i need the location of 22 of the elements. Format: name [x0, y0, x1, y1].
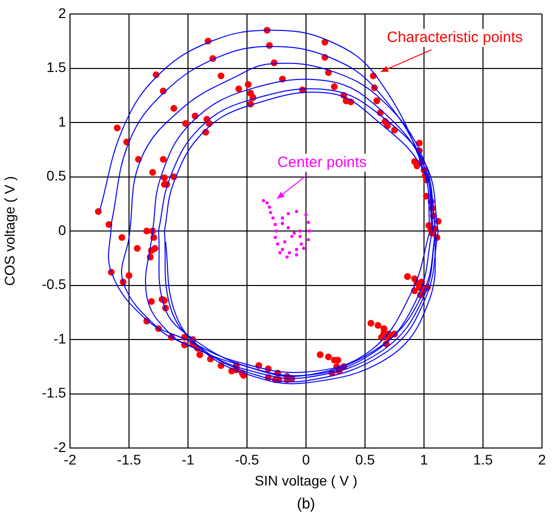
x-tick-label: 0 — [302, 451, 310, 468]
annotation: Characteristic points — [386, 28, 523, 46]
y-tick-label: -2 — [54, 438, 66, 455]
annotation: Center points — [277, 154, 367, 171]
y-tick-label: 0.5 — [46, 168, 66, 184]
x-tick-label: -1 — [182, 451, 194, 468]
y-tick-label: -0.5 — [42, 276, 66, 292]
y-axis-title: COS voltage ( V ) — [1, 176, 18, 286]
x-tick-label: 1 — [420, 451, 428, 468]
x-tick-label: -1.5 — [116, 451, 142, 468]
y-tick-label: 0 — [58, 222, 66, 238]
x-tick-label: 1.5 — [473, 451, 493, 468]
x-tick-label: 0.5 — [355, 451, 375, 468]
x-axis-title: SIN voltage ( V ) — [254, 472, 358, 488]
text: (b) — [296, 496, 316, 513]
y-tick-label: -1.5 — [42, 384, 66, 401]
y-tick-label: 2 — [58, 4, 66, 21]
y-tick-label: -1 — [54, 330, 66, 346]
y-tick-label: 1 — [58, 113, 66, 130]
x-tick-label: -0.5 — [234, 451, 260, 468]
x-tick-label: 2 — [538, 451, 546, 468]
y-tick-label: 1.5 — [46, 59, 66, 76]
